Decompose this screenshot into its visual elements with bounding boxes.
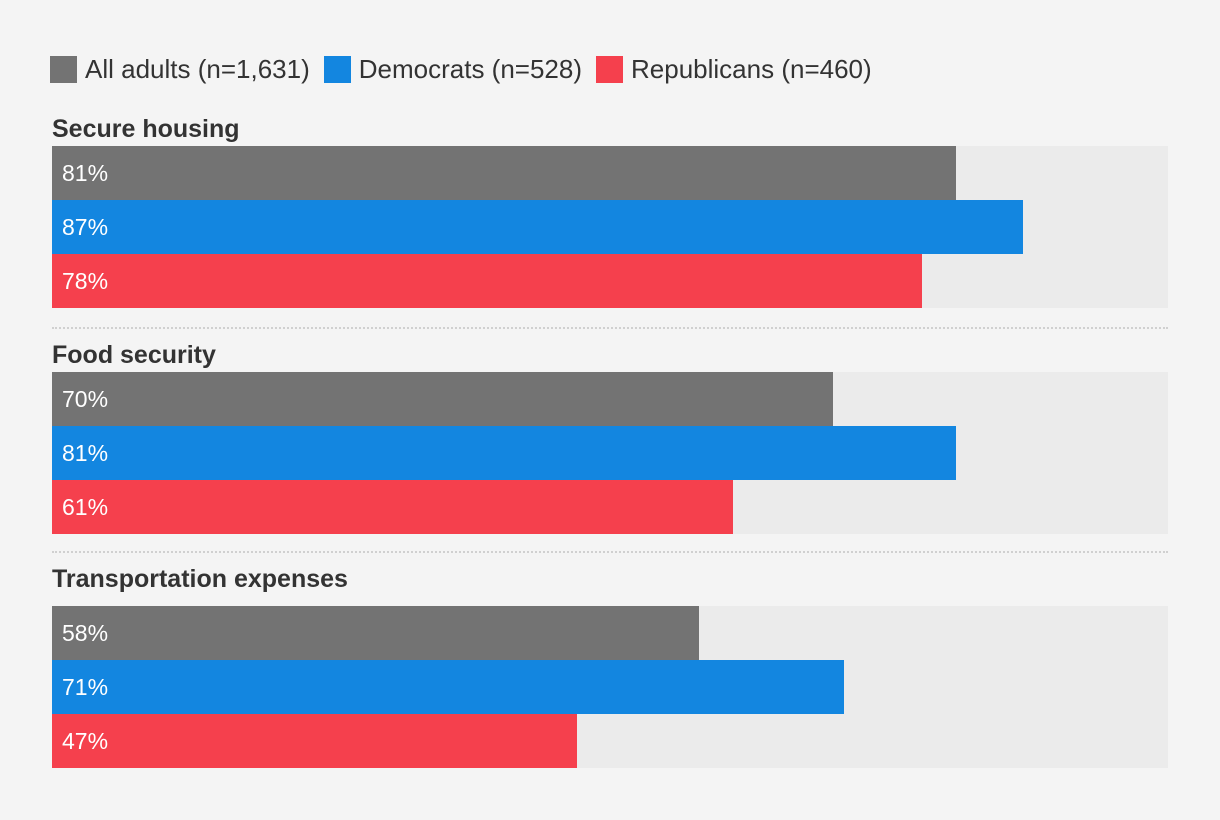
- group-divider: [52, 551, 1168, 553]
- legend: All adults (n=1,631) Democrats (n=528) R…: [50, 52, 886, 86]
- bar-label-secure-housing-republicans: 78%: [62, 268, 109, 294]
- bar-food-security-democrats: [52, 426, 956, 480]
- legend-item-democrats: Democrats (n=528): [323, 53, 583, 85]
- bar-label-transportation-expenses-republicans: 47%: [62, 728, 109, 754]
- bar-label-food-security-all-adults: 70%: [62, 386, 109, 412]
- bar-transportation-expenses-republicans: [52, 714, 577, 768]
- bar-transportation-expenses-all-adults: [52, 606, 700, 660]
- group-title-food-security: Food security: [52, 341, 216, 369]
- bar-row-democrats: 87%: [52, 200, 1168, 254]
- bar-label-transportation-expenses-democrats: 71%: [62, 674, 109, 700]
- bar-label-secure-housing-all-adults: 81%: [62, 160, 109, 186]
- bar-label-secure-housing-democrats: 87%: [62, 214, 109, 240]
- group-title-transportation-expenses: Transportation expenses: [52, 565, 348, 593]
- bar-label-food-security-republicans: 61%: [62, 494, 109, 520]
- legend-item-republicans: Republicans (n=460): [596, 54, 872, 85]
- bar-label-transportation-expenses-all-adults: 58%: [62, 620, 109, 646]
- bar-food-security-all-adults: [52, 372, 834, 426]
- group-transportation-expenses: Transportation expenses 58% 71% 47%: [52, 562, 1168, 768]
- bar-row-all-adults: 70%: [52, 372, 1168, 426]
- legend-label-democrats: Democrats (n=528): [358, 53, 583, 84]
- bar-row-republicans: 78%: [52, 254, 1168, 308]
- group-title-secure-housing: Secure housing: [52, 115, 240, 143]
- bars-track-secure-housing: 81% 87% 78%: [52, 146, 1168, 308]
- legend-label-republicans: Republicans (n=460): [631, 53, 872, 84]
- bar-row-all-adults: 81%: [52, 146, 1168, 200]
- bar-row-republicans: 61%: [52, 480, 1168, 534]
- bar-row-democrats: 71%: [52, 660, 1168, 714]
- bar-row-republicans: 47%: [52, 714, 1168, 768]
- legend-swatch-republicans: [596, 55, 624, 83]
- legend-label-all-adults: All adults (n=1,631): [85, 53, 310, 84]
- bars-track-transportation-expenses: 58% 71% 47%: [52, 606, 1168, 768]
- legend-swatch-all-adults: [50, 55, 77, 83]
- bar-food-security-republicans: [52, 480, 733, 534]
- bars-track-food-security: 70% 81% 61%: [52, 372, 1168, 534]
- legend-swatch-democrats: [323, 55, 351, 83]
- bar-row-all-adults: 58%: [52, 606, 1168, 660]
- bar-transportation-expenses-democrats: [52, 660, 845, 714]
- bar-secure-housing-republicans: [52, 254, 923, 308]
- group-divider: [52, 327, 1168, 329]
- bar-secure-housing-democrats: [52, 200, 1023, 254]
- legend-item-all-adults: All adults (n=1,631): [50, 54, 310, 85]
- bar-secure-housing-all-adults: [52, 146, 956, 200]
- bar-row-democrats: 81%: [52, 426, 1168, 480]
- group-secure-housing: Secure housing 81% 87% 78%: [52, 112, 1168, 308]
- bar-label-food-security-democrats: 81%: [62, 440, 109, 466]
- group-food-security: Food security 70% 81% 61%: [52, 338, 1168, 534]
